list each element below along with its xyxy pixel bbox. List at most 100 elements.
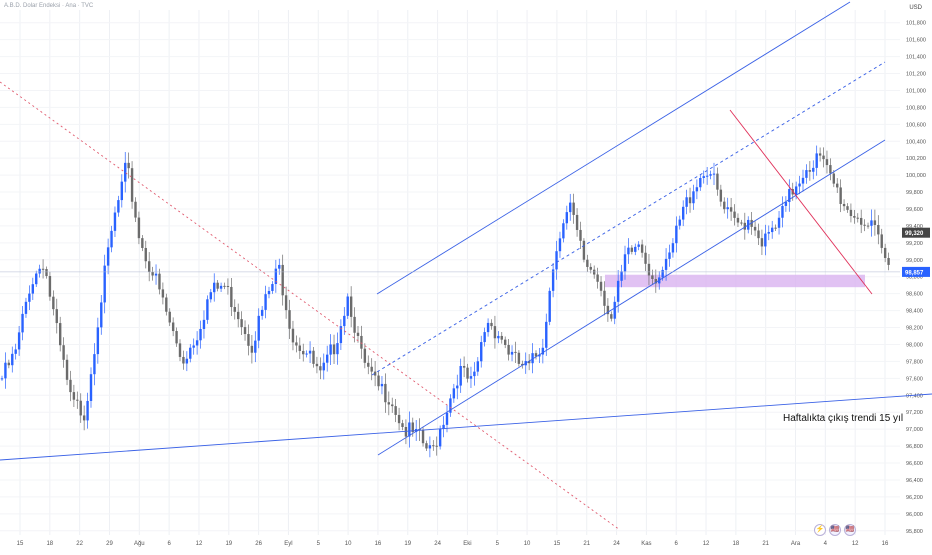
y-tick-label: 96,200 — [906, 495, 923, 501]
candle-body — [171, 322, 175, 332]
candle-body — [541, 347, 545, 355]
candle-body — [695, 187, 699, 192]
candle-body — [723, 201, 726, 210]
candle-body — [240, 319, 243, 328]
candle-body — [808, 170, 812, 172]
candle-body — [329, 344, 332, 355]
candle-body — [883, 247, 887, 258]
candle-body — [264, 294, 267, 310]
candle-body — [209, 292, 213, 300]
candle-body — [432, 445, 435, 447]
candle-body — [452, 388, 456, 399]
candle-body — [52, 296, 55, 310]
candle-body — [534, 353, 538, 357]
y-tick-label: 100,400 — [906, 139, 926, 145]
candle-body — [582, 240, 586, 260]
candle-body — [445, 412, 449, 425]
candle-body — [469, 376, 473, 379]
candle-body — [11, 353, 14, 366]
candle-body — [849, 209, 853, 217]
candle-body — [305, 353, 308, 355]
us-flag-icon[interactable]: 🇺🇸 — [844, 524, 856, 536]
candle-body — [517, 352, 521, 364]
y-tick-label: 100,000 — [906, 173, 926, 179]
candle-body — [853, 216, 856, 218]
candle-body — [647, 263, 651, 276]
x-tick-label: 16 — [375, 541, 382, 547]
candle-body — [21, 313, 24, 333]
y-tick-label: 97,400 — [906, 393, 923, 399]
candle-body — [404, 426, 408, 437]
candle-body — [788, 189, 791, 203]
y-tick-label: 101,200 — [906, 72, 926, 78]
candle-body — [459, 365, 462, 386]
last-price-label: 99,320 — [905, 231, 924, 237]
candle-body — [466, 367, 469, 379]
candle-body — [675, 225, 678, 244]
candle-body — [24, 301, 28, 314]
candle-body — [384, 383, 387, 403]
y-tick-label: 99,600 — [906, 207, 923, 213]
y-tick-label: 96,800 — [906, 444, 923, 450]
candle-body — [678, 219, 681, 226]
y-tick-label: 98,000 — [906, 342, 923, 348]
last-price-label-bg — [902, 227, 930, 238]
us-flag-icon[interactable]: 🇺🇸 — [829, 524, 841, 536]
candle-body — [521, 363, 524, 366]
candle-body — [38, 268, 41, 274]
candle-body — [630, 247, 634, 252]
candle-body — [65, 359, 69, 380]
candle-body — [14, 349, 17, 354]
candle-body — [55, 309, 58, 324]
prev-price-label-bg — [902, 266, 930, 277]
candle-body — [93, 354, 96, 375]
candle-body — [842, 203, 846, 207]
x-tick-label: 24 — [434, 541, 441, 547]
candle-body — [750, 219, 753, 227]
x-tick-label: 21 — [583, 541, 590, 547]
candle-body — [312, 350, 315, 364]
candle-body — [377, 375, 380, 387]
candle-body — [168, 311, 171, 323]
currency-label[interactable]: USD — [909, 5, 922, 11]
candle-body — [408, 422, 411, 437]
candle-body — [144, 247, 147, 262]
x-tick-label: 15 — [17, 541, 24, 547]
x-tick-label: Eyl — [284, 541, 292, 547]
x-tick-label: 24 — [613, 541, 620, 547]
candle-body — [298, 345, 302, 351]
candle-body — [130, 168, 134, 202]
candle-body — [476, 361, 480, 372]
candle-body — [610, 314, 613, 319]
candle-body — [462, 365, 466, 368]
candle-body — [401, 423, 404, 427]
candle-body — [82, 415, 86, 421]
candle-body — [767, 232, 770, 234]
candle-body — [555, 251, 558, 270]
candle-body — [794, 186, 798, 195]
flash-icon[interactable]: ⚡ — [814, 524, 826, 536]
y-tick-label: 97,800 — [906, 359, 923, 365]
candle-body — [236, 311, 240, 320]
candle-body — [572, 202, 575, 215]
candle-body — [322, 362, 325, 371]
candle-body — [616, 280, 620, 302]
candle-body — [325, 354, 329, 363]
y-tick-label: 96,600 — [906, 461, 923, 467]
candle-body — [4, 362, 7, 379]
candle-body — [339, 326, 343, 344]
candle-body — [877, 224, 880, 235]
candle-body — [661, 269, 664, 278]
candle-body — [28, 293, 31, 302]
candle-body — [801, 177, 805, 184]
candle-body — [781, 205, 784, 218]
candle-body — [110, 230, 113, 248]
candle-body — [493, 326, 497, 339]
y-tick-label: 101,800 — [906, 21, 926, 27]
candle-body — [319, 366, 322, 371]
candle-body — [199, 328, 202, 341]
candle-body — [435, 445, 438, 447]
candle-body — [442, 424, 445, 429]
candle-body — [579, 229, 582, 241]
